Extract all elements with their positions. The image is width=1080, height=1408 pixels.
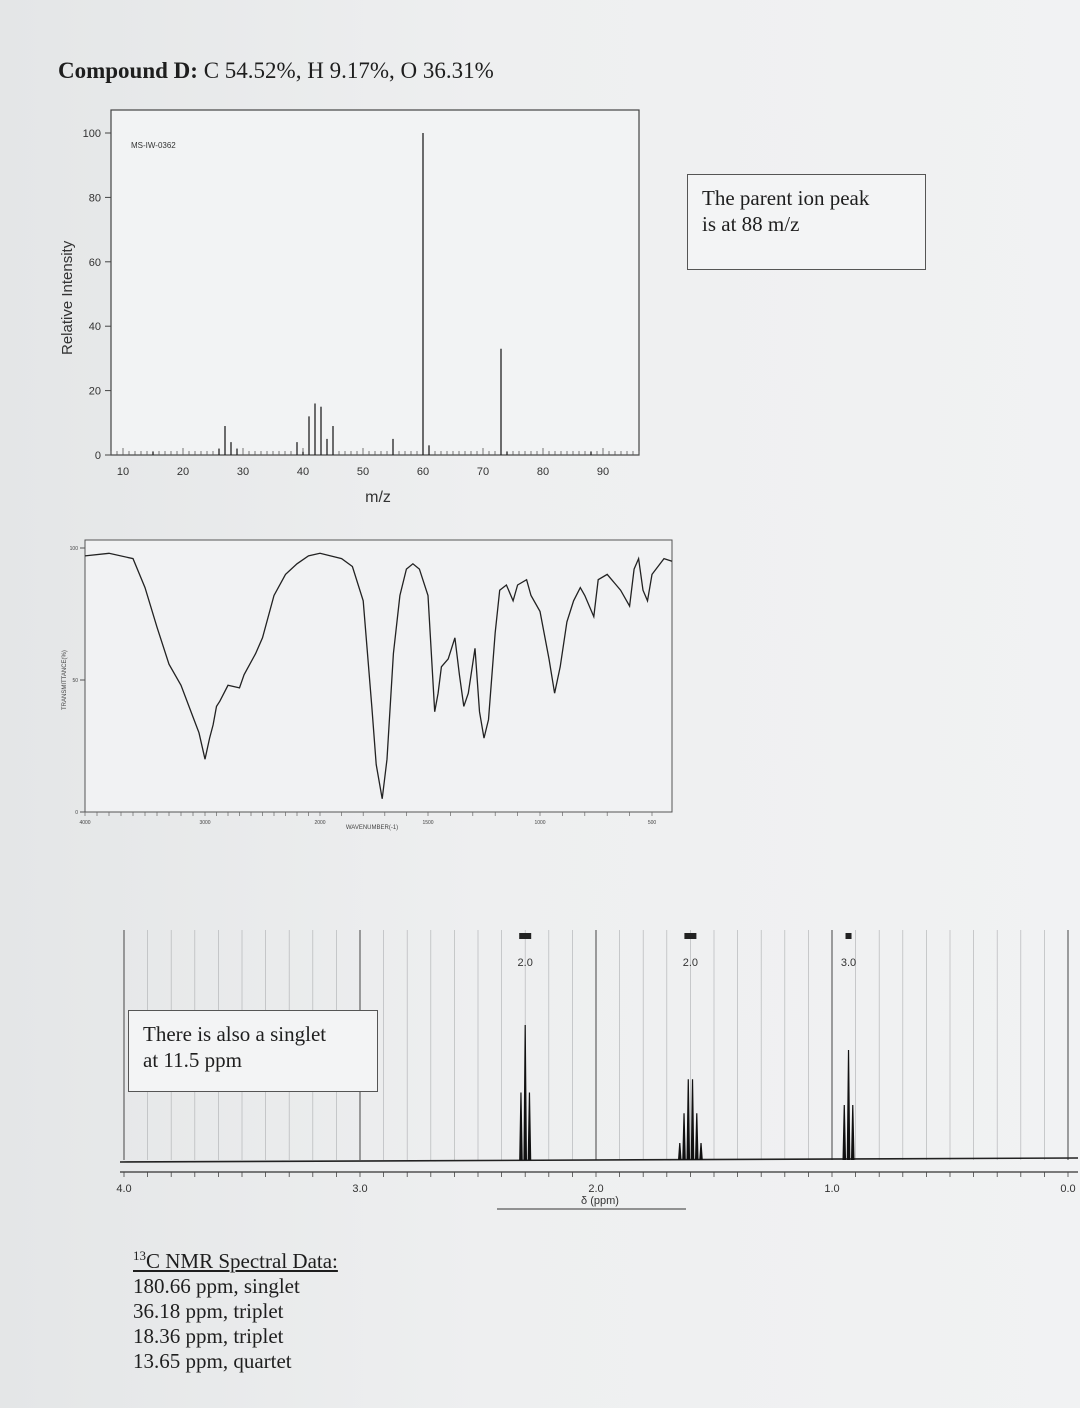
ms-x-ticks: 10 20 30 40 50 60 70 80 90 xyxy=(110,448,640,478)
hnmr-integration-label: 2.0 xyxy=(683,957,698,969)
ir-xlabel: WAVENUMBER(-1) xyxy=(346,825,398,831)
hnmr-peak xyxy=(523,1024,527,1161)
ir-x-tick-label: 1000 xyxy=(534,820,545,826)
hnmr-peak xyxy=(699,1142,703,1161)
singlet-note-line1: There is also a singlet xyxy=(143,1022,327,1046)
hnmr-integration-bar xyxy=(684,933,697,939)
ir-x-tick-label: 3000 xyxy=(199,820,210,826)
ms-x-tick-label: 30 xyxy=(237,466,249,478)
ms-x-tick-label: 50 xyxy=(357,466,369,478)
hnmr-integrations: 2.0 2.0 3.0 xyxy=(518,933,856,969)
hnmr-x-tick-label: 4.0 xyxy=(116,1183,131,1195)
page-title: Compound D: C 54.52%, H 9.17%, O 36.31% xyxy=(58,58,494,84)
ir-y-tick-label: 50 xyxy=(72,678,78,684)
parent-ion-note-line1: The parent ion peak xyxy=(702,186,870,210)
ms-x-tick-label: 70 xyxy=(477,466,489,478)
ms-x-tick-label: 10 xyxy=(117,466,129,478)
hnmr-peaks xyxy=(519,1024,855,1161)
c13-line: 180.66 ppm, singlet xyxy=(133,1274,300,1298)
singlet-note: There is also a singlet at 11.5 ppm xyxy=(128,1010,378,1092)
c13-header-sup: 13 xyxy=(133,1248,146,1263)
ms-x-tick-label: 40 xyxy=(297,466,309,478)
hnmr-peak xyxy=(682,1113,686,1161)
ir-y-tick-label: 0 xyxy=(75,810,78,816)
ms-xlabel: m/z xyxy=(365,489,391,506)
ir-ylabel: TRANSMITTANCE(%) xyxy=(62,650,68,710)
ir-x-tick-label: 1500 xyxy=(422,820,433,826)
ir-spectrum-trace xyxy=(84,552,673,799)
ir-x-tick-label: 500 xyxy=(648,820,657,826)
composition: C 54.52%, H 9.17%, O 36.31% xyxy=(203,58,494,83)
hnmr-x-tick-label: 2.0 xyxy=(588,1183,603,1195)
ms-ylabel: Relative Intensity xyxy=(59,240,76,355)
c13-nmr-data: 13C NMR Spectral Data: 180.66 ppm, singl… xyxy=(133,1243,338,1374)
ms-y-ticks: 100 80 60 40 20 0 xyxy=(83,128,111,462)
hnmr-peak xyxy=(846,1049,851,1161)
ms-y-tick-label: 60 xyxy=(89,257,101,269)
hnmr-peak xyxy=(850,1104,855,1161)
ms-x-tick-label: 60 xyxy=(417,466,429,478)
ms-peaks xyxy=(152,133,592,455)
mass-spectrum-chart: MS-IW-0362 Relative Intensity m/z 100806… xyxy=(59,109,640,506)
ms-y-tick-label: 80 xyxy=(89,192,101,204)
hnmr-integration-label: 2.0 xyxy=(518,957,533,969)
ms-y-tick-label: 0 xyxy=(95,450,101,462)
singlet-note-line2: at 11.5 ppm xyxy=(143,1048,242,1072)
hnmr-x-tick-label: 1.0 xyxy=(824,1183,839,1195)
hnmr-peak xyxy=(842,1104,847,1161)
ms-x-tick-label: 90 xyxy=(597,466,609,478)
hnmr-spectrum-chart: 4.0 3.0 2.0 1.0 0.0 δ (ppm) 2.0 2.0 3.0 xyxy=(116,930,1079,1210)
ms-x-tick-label: 80 xyxy=(537,466,549,478)
hnmr-integration-bar xyxy=(519,933,532,939)
ir-y-ticks: 100 50 0 xyxy=(70,546,85,816)
ir-plot-frame xyxy=(84,539,673,813)
hnmr-baseline xyxy=(119,1157,1079,1163)
hnmr-peak xyxy=(690,1079,695,1161)
ms-y-tick-label: 40 xyxy=(89,321,101,333)
hnmr-peak xyxy=(519,1092,523,1161)
hnmr-peak xyxy=(527,1092,532,1161)
ir-x-tick-label: 2000 xyxy=(314,820,325,826)
c13-line: 18.36 ppm, triplet xyxy=(133,1324,284,1348)
hnmr-integration-bar xyxy=(845,933,852,939)
hnmr-xlabel: δ (ppm) xyxy=(581,1195,619,1207)
ms-x-tick-label: 20 xyxy=(177,466,189,478)
hnmr-x-tick-label: 3.0 xyxy=(352,1183,367,1195)
ms-y-tick-label: 100 xyxy=(83,128,101,140)
ir-x-tick-label: 4000 xyxy=(79,820,90,826)
compound-label: Compound D: xyxy=(58,58,198,83)
parent-ion-note: The parent ion peak is at 88 m/z xyxy=(687,174,926,270)
ms-plot-frame xyxy=(110,109,640,456)
hnmr-x-tick-label: 0.0 xyxy=(1060,1183,1075,1195)
hnmr-peak xyxy=(686,1079,691,1161)
c13-line: 13.65 ppm, quartet xyxy=(133,1349,292,1373)
c13-header-text: C NMR Spectral Data: xyxy=(146,1249,338,1273)
ms-code-label: MS-IW-0362 xyxy=(131,141,176,150)
hnmr-integration-label: 3.0 xyxy=(841,957,856,969)
ir-y-tick-label: 100 xyxy=(70,546,79,552)
c13-header: 13C NMR Spectral Data: xyxy=(133,1243,338,1274)
hnmr-peak xyxy=(694,1113,699,1161)
hnmr-peak xyxy=(677,1142,682,1161)
parent-ion-note-line2: is at 88 m/z xyxy=(702,212,800,236)
hnmr-x-ticks: 4.0 3.0 2.0 1.0 0.0 xyxy=(116,1172,1076,1195)
hnmr-grid xyxy=(123,930,1069,1160)
c13-line: 36.18 ppm, triplet xyxy=(133,1299,284,1323)
ms-y-tick-label: 20 xyxy=(89,386,101,398)
ir-x-ticks: 4000 3000 2000 1500 1000 500 xyxy=(79,812,656,826)
